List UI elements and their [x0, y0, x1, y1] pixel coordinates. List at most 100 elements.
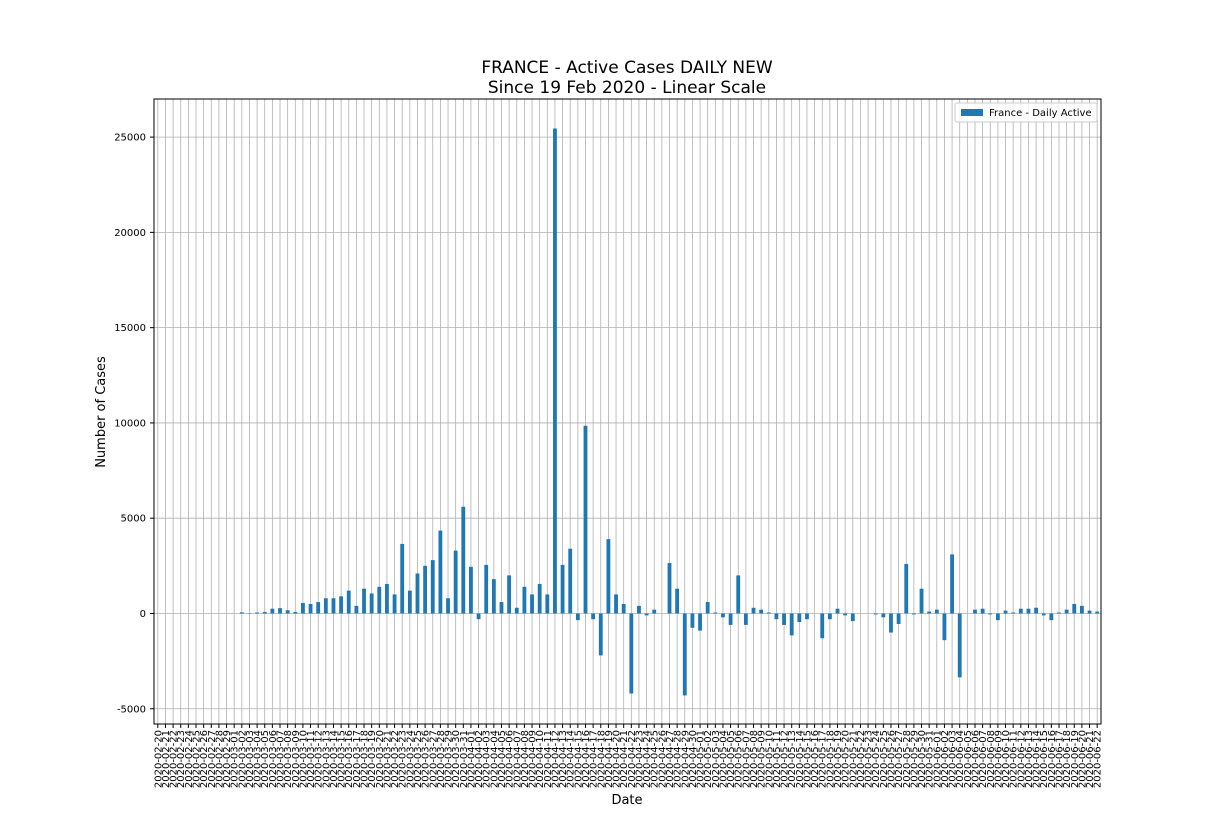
x-tick-label: 2020-02-29 [222, 730, 233, 788]
bar [721, 613, 725, 618]
x-tick-label: 2020-06-19 [1070, 730, 1081, 788]
bars-group [155, 128, 1100, 696]
x-tick-label: 2020-03-16 [344, 730, 355, 788]
bar [522, 586, 527, 614]
bar [438, 530, 443, 614]
grid-lines [154, 99, 1101, 724]
x-tick-label: 2020-04-19 [604, 730, 615, 788]
x-tick-label: 2020-03-21 [382, 730, 393, 788]
x-tick-label: 2020-04-27 [665, 730, 676, 788]
x-tick-label: 2020-05-23 [864, 730, 875, 788]
x-tick-label: 2020-06-04 [955, 730, 966, 788]
x-tick-label: 2020-06-11 [1009, 730, 1020, 788]
bar [667, 562, 672, 614]
bar [805, 613, 809, 620]
x-tick-label: 2020-03-17 [352, 730, 363, 788]
x-tick-label: 2020-03-22 [390, 730, 401, 788]
bar [774, 613, 779, 620]
bar [1018, 608, 1023, 614]
x-tick-label: 2020-05-03 [711, 730, 722, 788]
x-tick-label: 2020-02-22 [169, 730, 180, 788]
x-tick-label: 2020-05-18 [825, 730, 836, 788]
x-tick-label: 2020-05-15 [802, 730, 813, 788]
x-tick-label: 2020-02-20 [153, 730, 164, 788]
x-tick-label: 2020-03-18 [360, 730, 371, 788]
x-tick-label: 2020-05-06 [734, 730, 745, 788]
bar [568, 548, 573, 614]
bar [957, 613, 962, 678]
bar [331, 598, 336, 614]
y-tick-label: 10000 [114, 418, 146, 429]
x-tick-label: 2020-02-27 [207, 730, 218, 788]
bar [973, 609, 977, 614]
x-tick-label: 2020-04-30 [688, 730, 699, 788]
x-tick-label: 2020-04-15 [573, 730, 584, 788]
x-tick-label: 2020-06-07 [978, 730, 989, 788]
x-tick-label: 2020-05-29 [909, 730, 920, 788]
bar [1087, 610, 1092, 614]
x-tick-label: 2020-05-14 [795, 730, 806, 788]
x-tick-label: 2020-02-26 [199, 730, 210, 788]
x-tick-label: 2020-04-24 [642, 730, 653, 788]
bar [484, 564, 489, 614]
y-tick-label: 20000 [114, 228, 146, 239]
bar [1041, 613, 1046, 616]
bar [423, 565, 428, 614]
chart-title: FRANCE - Active Cases DAILY NEW [481, 58, 773, 78]
bar [1064, 609, 1069, 614]
bar [453, 550, 458, 614]
x-tick-label: 2020-05-07 [741, 730, 752, 788]
x-tick-label: 2020-03-10 [298, 730, 309, 788]
bar [262, 611, 267, 614]
x-tick-label: 2020-04-06 [505, 730, 516, 788]
bar [934, 609, 939, 614]
bar [507, 575, 512, 614]
x-tick-label: 2020-06-21 [1085, 730, 1096, 788]
x-tick-label: 2020-05-24 [871, 730, 882, 788]
legend-box [954, 102, 1098, 123]
x-tick-label: 2020-06-13 [1024, 730, 1035, 788]
bar [850, 613, 855, 622]
x-tick-label: 2020-05-11 [772, 730, 783, 788]
x-tick-label: 2020-06-06 [970, 730, 981, 788]
bar [1072, 603, 1077, 614]
x-tick-label: 2020-04-18 [596, 730, 607, 788]
bar [270, 608, 275, 614]
x-tick-label: 2020-05-10 [764, 730, 775, 788]
bar [407, 590, 412, 614]
x-tick-label: 2020-03-11 [306, 730, 317, 788]
bar [530, 594, 534, 614]
x-tick-label: 2020-06-03 [948, 730, 959, 788]
chart-subtitle: Since 19 Feb 2020 - Linear Scale [488, 78, 766, 98]
x-tick-label: 2020-03-01 [230, 730, 241, 788]
x-tick-label: 2020-03-23 [398, 730, 409, 788]
x-axis-label: Date [611, 793, 642, 808]
y-tick-label: 5000 [121, 514, 146, 525]
x-tick-label: 2020-03-12 [314, 730, 325, 788]
bar [346, 590, 351, 614]
bar [339, 596, 344, 614]
bar [255, 612, 260, 614]
x-tick-label: 2020-04-04 [489, 730, 500, 788]
x-tick-label: 2020-02-25 [192, 730, 203, 788]
bar [919, 588, 924, 614]
bar [1011, 612, 1016, 614]
x-tick-label: 2020-04-13 [558, 730, 569, 788]
x-tick-label: 2020-04-02 [474, 730, 485, 788]
x-tick-label: 2020-04-23 [634, 730, 645, 788]
bar [301, 603, 305, 614]
x-tick-label: 2020-06-12 [1016, 730, 1027, 788]
bar [354, 605, 359, 614]
bar [621, 603, 626, 614]
bar [705, 602, 710, 614]
x-tick-label: 2020-05-04 [718, 730, 729, 788]
bar [881, 613, 886, 618]
x-tick-label: 2020-03-05 [260, 730, 271, 788]
x-tick-label: 2020-03-20 [375, 730, 386, 788]
bar [889, 613, 893, 633]
legend: France - Daily Active [954, 102, 1098, 123]
bar [430, 560, 435, 614]
bar [759, 609, 764, 614]
x-tick-label: 2020-05-26 [886, 730, 897, 788]
bar [644, 613, 649, 616]
